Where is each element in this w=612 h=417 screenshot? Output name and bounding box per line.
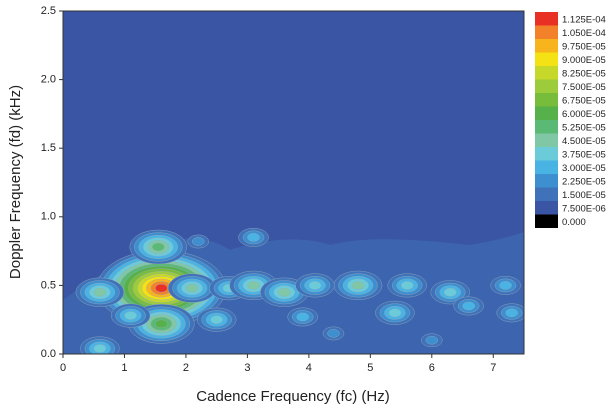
contour-ring [401, 281, 414, 290]
colorbar-label: 3.000E-05 [562, 163, 606, 174]
plot-frame [62, 10, 525, 355]
colorbar-label: 5.250E-05 [562, 122, 606, 133]
colorbar-label: 1.125E-04 [562, 14, 606, 25]
colorbar-swatch [535, 39, 558, 53]
contour-peak [167, 273, 217, 303]
contour-ring [308, 281, 322, 290]
x-tick-label: 4 [306, 362, 312, 374]
contour-ring [155, 319, 168, 329]
contour-peak [430, 280, 470, 305]
contour-ring [388, 308, 402, 318]
colorbar-label: 6.750E-05 [562, 95, 606, 106]
contour-ring [152, 242, 165, 252]
x-tick-label: 2 [183, 362, 189, 374]
colorbar-swatch [535, 214, 558, 228]
colorbar-label: 3.750E-05 [562, 149, 606, 160]
colorbar-label: 2.250E-05 [562, 176, 606, 187]
colorbar-label: 9.000E-05 [562, 55, 606, 66]
contour-peak [496, 303, 524, 323]
y-tick-label: 2.0 [41, 74, 56, 86]
colorbar-swatch [535, 201, 558, 215]
contour-ring [278, 288, 291, 297]
colorbar-label: 4.500E-05 [562, 136, 606, 147]
contour-peak [287, 307, 318, 327]
contour-peak [238, 227, 269, 247]
contour-ring [425, 336, 438, 345]
colorbar-swatch [535, 174, 558, 188]
contour-peak [333, 270, 383, 300]
contour-peak [187, 234, 209, 249]
x-tick-label: 7 [490, 362, 496, 374]
contour-peak [421, 333, 443, 348]
y-axis-title: Doppler Frequency (fd) (kHz) [7, 85, 24, 279]
contour-peak [80, 336, 120, 354]
x-tick-label: 6 [429, 362, 435, 374]
contour-ring [155, 283, 168, 293]
colorbar-swatch [535, 106, 558, 120]
x-tick-label: 3 [244, 362, 250, 374]
y-tick-label: 1.0 [41, 211, 56, 223]
colorbar-swatch [535, 52, 558, 66]
contour-ring [210, 315, 223, 324]
contour-peak [295, 273, 335, 298]
colorbar-swatch [535, 187, 558, 201]
contour-ring [499, 281, 512, 290]
contour-ring [124, 311, 137, 320]
colorbar-swatch [535, 25, 558, 39]
colorbar-label: 9.750E-05 [562, 41, 606, 52]
x-tick-label: 5 [367, 362, 373, 374]
contour-peak [387, 273, 427, 298]
contour-ring [185, 283, 199, 293]
contour-peak [196, 307, 237, 332]
contour-ring [351, 281, 365, 290]
y-tick-label: 0.0 [41, 348, 56, 360]
y-tick-label: 2.5 [41, 5, 56, 17]
colorbar-swatch [535, 79, 558, 93]
contours [75, 227, 524, 354]
colorbar-label: 1.500E-05 [562, 190, 606, 201]
colorbar-label: 7.500E-06 [562, 203, 606, 214]
y-tick-label: 0.5 [41, 279, 56, 291]
contour-ring [296, 312, 309, 322]
contour-ring [93, 344, 107, 353]
colorbar-label: 7.500E-05 [562, 82, 606, 93]
contour-peak [375, 300, 415, 325]
colorbar-label: 6.000E-05 [562, 109, 606, 120]
contour-ring [93, 288, 107, 297]
colorbar-swatch [535, 12, 558, 26]
contour-ring [444, 288, 457, 297]
colorbar-swatch [535, 93, 558, 107]
colorbar-label: 1.050E-04 [562, 28, 606, 39]
x-tick-label: 1 [121, 362, 127, 374]
colorbar-label: 8.250E-05 [562, 68, 606, 79]
colorbar-swatch [535, 160, 558, 174]
contour-peak [129, 229, 187, 265]
colorbar-swatch [535, 120, 558, 134]
contour-ring [192, 237, 205, 246]
contour-peak [453, 296, 484, 316]
contour-ring [327, 329, 340, 338]
contour-peak [322, 326, 345, 341]
colorbar-label: 0.000 [562, 217, 586, 228]
contour-ring [247, 281, 260, 290]
x-axis-title: Cadence Frequency (fc) (Hz) [196, 388, 389, 405]
colorbar-swatch [535, 133, 558, 147]
contour-peak [490, 275, 521, 295]
x-tick-label: 0 [60, 362, 66, 374]
contour-ring [247, 233, 260, 242]
colorbar-swatch [535, 66, 558, 80]
contour-peak [75, 277, 125, 307]
colorbar-swatch [535, 147, 558, 161]
contour-ring [505, 308, 518, 318]
contour-peak [110, 303, 151, 328]
contour-ring [462, 301, 475, 311]
y-tick-label: 1.5 [41, 142, 56, 154]
